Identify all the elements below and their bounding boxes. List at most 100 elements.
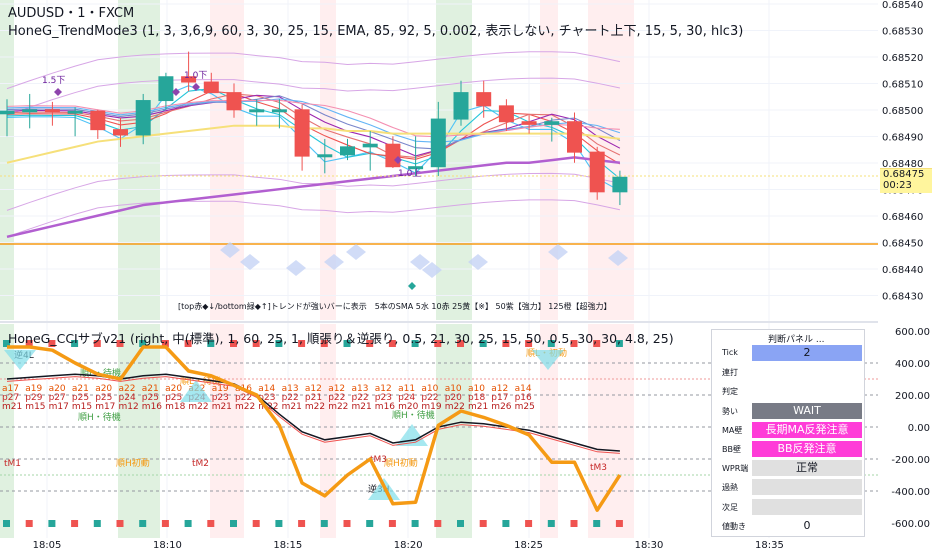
cci-signal-label: 順H初動 <box>384 457 418 469</box>
cci-row-p-label: p23 <box>212 393 229 403</box>
cci-row-p-label: p18 <box>468 393 485 403</box>
signal-square-top <box>570 340 578 347</box>
signal-square-bottom <box>366 520 374 527</box>
signal-square-bottom <box>388 520 396 527</box>
cci-row-m-label: m25 <box>515 402 535 412</box>
trend-zone <box>118 0 160 320</box>
indicator-title[interactable]: HoneG_TrendMode3 (1, 3, 3,6,9, 60, 3, 30… <box>8 24 744 39</box>
candle-body <box>0 110 15 115</box>
trend-zone <box>210 0 244 320</box>
cci-tick-label: 400.00 <box>895 359 930 370</box>
signal-square-top <box>93 340 101 347</box>
panel-row-value <box>752 383 862 400</box>
panel-row: 連打 <box>712 363 864 381</box>
signal-square-bottom <box>411 520 419 527</box>
trend-diamond <box>608 250 628 266</box>
signal-square-top <box>457 340 464 347</box>
cci-row-a-label: a13 <box>282 384 299 394</box>
price-axis-bg[interactable] <box>878 0 932 550</box>
cci-row-p-label: p22 <box>282 393 299 403</box>
cci-row-m-label: m17 <box>49 402 69 412</box>
signal-square-top <box>547 340 555 347</box>
price-tick-label: 0.68450 <box>882 239 923 250</box>
cci-row-m-label: m21 <box>282 402 302 412</box>
price-tick-label: 0.68520 <box>882 53 923 64</box>
cci-indicator-title[interactable]: HoneG_CCIサブv21 (right, 中(標準), 1, 60, 25,… <box>8 331 674 346</box>
trend-zone <box>588 324 634 538</box>
cci-row-a-label: a22 <box>119 384 136 394</box>
signal-square-bottom <box>207 520 215 527</box>
cci-row-a-label: a20 <box>165 384 182 394</box>
cci-row-m-label: m22 <box>305 402 325 412</box>
signal-square-bottom <box>93 520 101 527</box>
panel-row: 勢い WAIT <box>712 402 864 419</box>
candle-body <box>249 109 265 113</box>
cci-row-a-label: a14 <box>258 384 275 394</box>
cci-row-a-label: a12 <box>328 384 345 394</box>
panel-row-value: 0 <box>752 517 862 534</box>
top-diamond-marker <box>54 88 62 96</box>
trend-diamond <box>286 260 306 276</box>
price-tick-label: 0.68500 <box>882 106 923 117</box>
signal-square-bottom <box>71 520 79 527</box>
signal-square-bottom <box>275 520 283 527</box>
signal-square-top <box>230 340 237 347</box>
signal-square-bottom <box>570 520 578 527</box>
cci-row-m-label: m16 <box>142 402 162 412</box>
cci-row-p-label: p25 <box>72 393 89 403</box>
signal-square-top <box>411 340 419 347</box>
candle-body <box>90 110 106 131</box>
cci-row-m-label: m15 <box>72 402 92 412</box>
time-axis-bg[interactable] <box>0 538 932 550</box>
signal-square-bottom <box>298 520 306 527</box>
panel-row: 判定 <box>712 382 864 400</box>
current-price-tag: 0.68475 00:23 <box>880 168 932 193</box>
panel-title: 判断パネル ... <box>768 335 825 345</box>
cci-row-m-label: m15 <box>25 402 45 412</box>
signal-square-bottom <box>25 520 33 527</box>
panel-row: Tick 2 <box>712 344 864 361</box>
cci-tick-label: 600.00 <box>895 327 930 338</box>
signal-square-bottom <box>502 520 510 527</box>
bottom-diamond-marker <box>408 282 416 290</box>
panel-row-value: 2 <box>752 345 862 361</box>
signal-square-top <box>593 340 601 347</box>
candle-body <box>453 92 469 120</box>
time-tick-label: 18:30 <box>635 540 664 550</box>
cci-row-p-label: p17 <box>491 393 508 403</box>
signal-square-top <box>502 340 510 347</box>
signal-square-bottom <box>547 520 555 527</box>
price-tick-label: 0.68530 <box>882 27 923 38</box>
time-tick-label: 18:15 <box>273 540 302 550</box>
cci-row-a-label: a21 <box>142 384 159 394</box>
candle-body <box>589 151 605 193</box>
ma-ribbon-line <box>6 99 620 138</box>
cci-row-p-label: p27 <box>49 393 66 403</box>
sma25-line <box>6 124 621 164</box>
cci-row-p-label: p22 <box>421 393 438 403</box>
ma-ribbon-line <box>6 90 621 165</box>
cci-line <box>7 345 622 512</box>
panel-row-label: BB壁 <box>722 445 741 454</box>
trend-diamond <box>346 244 366 260</box>
signal-square-bottom <box>479 520 487 527</box>
cci-row-p-label: p22 <box>328 393 345 403</box>
signal-square-top <box>479 340 487 347</box>
cci-row-p-label: p29 <box>25 393 42 403</box>
symbol-title[interactable]: AUDUSD・1・FXCM <box>8 6 135 21</box>
ma-ribbon-line <box>6 88 621 179</box>
cci-row-a-label: a20 <box>95 384 112 394</box>
signal-square-bottom <box>116 520 124 527</box>
candle-body <box>135 100 151 136</box>
cci-row-m-label: m12 <box>119 402 139 412</box>
price-tick-label: 0.68430 <box>882 292 923 303</box>
cci-row-p-label: p16 <box>515 393 532 403</box>
cci-row-a-label: a14 <box>515 384 532 394</box>
cci-signal-label: 順H・待機 <box>78 411 121 423</box>
signal-square-bottom <box>252 520 260 527</box>
price-tick-label: 0.68460 <box>882 212 923 223</box>
cci-signal-label: 順H初動 <box>116 457 150 469</box>
cci-row-m-label: m22 <box>328 402 348 412</box>
panel-row-label: 次足 <box>722 502 738 512</box>
